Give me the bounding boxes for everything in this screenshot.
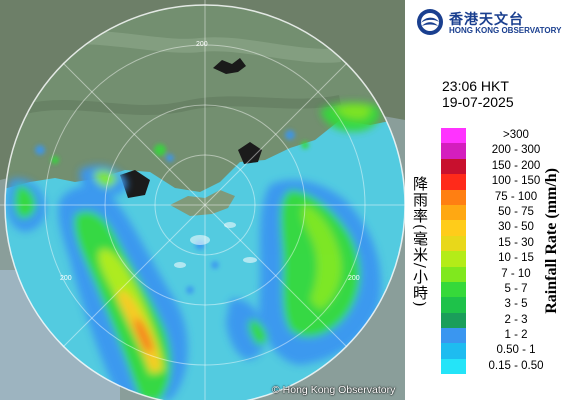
legend-swatch bbox=[441, 128, 466, 144]
legend-label: 200 - 300 bbox=[491, 144, 541, 157]
legend-swatch bbox=[441, 204, 466, 221]
logo-name-english: HONG KONG OBSERVATORY bbox=[449, 26, 562, 35]
legend-label: 10 - 15 bbox=[498, 252, 534, 265]
legend-label: 50 - 75 bbox=[498, 205, 534, 218]
legend-row: 3 - 5 bbox=[441, 297, 573, 313]
legend-swatch bbox=[441, 281, 466, 298]
legend-row: 150 - 200 bbox=[441, 158, 573, 175]
legend-row: 7 - 10 bbox=[441, 266, 573, 282]
copyright-text: Hong Kong Observatory bbox=[282, 384, 396, 396]
legend-row: 5 - 7 bbox=[441, 281, 573, 298]
legend-label: >300 bbox=[503, 129, 529, 141]
copyright-icon: © bbox=[272, 384, 280, 396]
legend-row: 100 - 150 bbox=[441, 174, 573, 190]
legend-label: 3 - 5 bbox=[504, 298, 528, 311]
legend-swatch bbox=[441, 220, 466, 236]
legend-swatch bbox=[441, 251, 466, 267]
observatory-logo-icon bbox=[417, 9, 443, 35]
legend-swatch bbox=[441, 297, 466, 313]
legend-label: 150 - 200 bbox=[491, 159, 541, 172]
legend-swatch bbox=[441, 174, 466, 190]
legend-swatch bbox=[441, 358, 466, 375]
river-channel bbox=[213, 58, 246, 74]
legend-label: 2 - 3 bbox=[504, 313, 528, 326]
legend-label: 75 - 100 bbox=[494, 190, 538, 203]
legend-row: 2 - 3 bbox=[441, 312, 573, 329]
range-label: 200 bbox=[196, 41, 208, 48]
rainfall-legend: >300 200 - 300 150 - 200 100 - 150 75 - 100 5… bbox=[441, 128, 573, 375]
legend-swatch bbox=[441, 189, 466, 205]
range-label: 200 bbox=[348, 275, 360, 282]
legend-row: 15 - 30 bbox=[441, 235, 573, 252]
legend-swatch bbox=[441, 158, 466, 175]
timestamp-date: 19-07-2025 bbox=[442, 94, 514, 110]
legend-row: 30 - 50 bbox=[441, 220, 573, 236]
legend-swatch bbox=[441, 143, 466, 159]
legend-row: 10 - 15 bbox=[441, 251, 573, 267]
legend-swatch bbox=[441, 328, 466, 344]
legend-swatch bbox=[441, 312, 466, 329]
legend-label: 100 - 150 bbox=[491, 175, 541, 188]
legend-swatch bbox=[441, 343, 466, 359]
legend-row: >300 bbox=[441, 128, 573, 144]
logo-name-chinese: 香港天文台 bbox=[449, 11, 524, 27]
legend-row: 1 - 2 bbox=[441, 328, 573, 344]
legend-label: 0.50 - 1 bbox=[496, 344, 536, 357]
rain-echoes bbox=[5, 102, 381, 400]
legend-row: 50 - 75 bbox=[441, 204, 573, 221]
legend-panel: 香港天文台 HONG KONG OBSERVATORY 23:06 HKT 19… bbox=[405, 0, 577, 400]
legend-swatch bbox=[441, 266, 466, 282]
legend-label: 15 - 30 bbox=[498, 236, 534, 249]
legend-label: 1 - 2 bbox=[504, 329, 528, 342]
legend-row: 200 - 300 bbox=[441, 143, 573, 159]
radar-map: 200 200 200 © Hong Kong Observatory bbox=[0, 0, 405, 400]
legend-row: 75 - 100 bbox=[441, 189, 573, 205]
copyright-notice: © Hong Kong Observatory bbox=[272, 384, 395, 396]
legend-row: 0.15 - 0.50 bbox=[441, 358, 573, 375]
legend-label: 0.15 - 0.50 bbox=[488, 359, 544, 372]
legend-title-chinese: 降雨率(毫米/小時) bbox=[411, 176, 429, 308]
legend-label: 5 - 7 bbox=[504, 282, 528, 295]
legend-label: 7 - 10 bbox=[501, 267, 531, 280]
legend-title-english: Rainfall Rate (mm/h) bbox=[543, 168, 560, 314]
hong-kong-island-area bbox=[170, 190, 235, 216]
legend-swatch bbox=[441, 235, 466, 252]
range-label: 200 bbox=[60, 275, 72, 282]
legend-label: 30 - 50 bbox=[498, 221, 534, 234]
legend-row: 0.50 - 1 bbox=[441, 343, 573, 359]
radar-map-canvas: 200 200 200 bbox=[0, 0, 405, 400]
timestamp-time: 23:06 HKT bbox=[442, 78, 509, 94]
range-rings bbox=[0, 0, 405, 400]
